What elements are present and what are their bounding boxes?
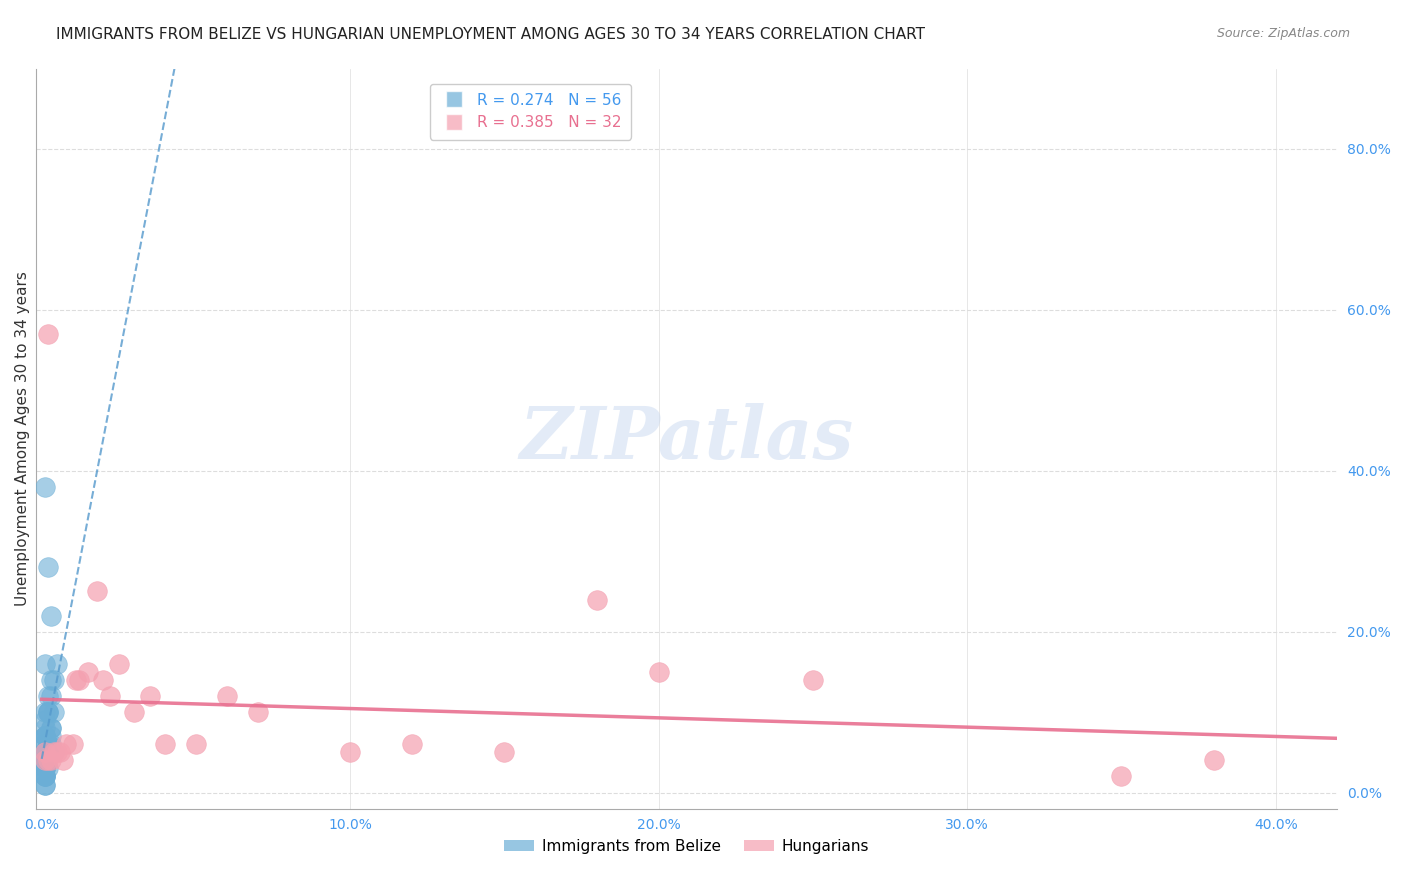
- Point: [46, 745, 69, 759]
- Point: [34, 778, 56, 792]
- Point: [34, 745, 56, 759]
- Point: [39, 729, 62, 743]
- Point: [86, 584, 108, 599]
- Point: [34, 657, 56, 671]
- Point: [34, 753, 56, 767]
- Point: [34, 729, 56, 743]
- Point: [34, 737, 56, 751]
- Point: [34, 753, 56, 767]
- Point: [138, 689, 160, 703]
- Point: [34, 729, 56, 743]
- Point: [34, 745, 56, 759]
- Y-axis label: Unemployment Among Ages 30 to 34 years: Unemployment Among Ages 30 to 34 years: [15, 271, 30, 606]
- Point: [93, 673, 115, 687]
- Point: [34, 737, 56, 751]
- Point: [34, 778, 56, 792]
- Point: [37, 326, 59, 341]
- Point: [77, 665, 100, 679]
- Point: [37, 761, 59, 775]
- Point: [586, 592, 609, 607]
- Point: [55, 737, 77, 751]
- Text: Source: ZipAtlas.com: Source: ZipAtlas.com: [1216, 27, 1350, 40]
- Point: [34, 753, 56, 767]
- Point: [124, 705, 146, 719]
- Legend: R = 0.274   N = 56, R = 0.385   N = 32: R = 0.274 N = 56, R = 0.385 N = 32: [430, 84, 631, 139]
- Point: [34, 721, 56, 735]
- Point: [37, 705, 59, 719]
- Point: [108, 657, 131, 671]
- Point: [648, 665, 671, 679]
- Point: [39, 721, 62, 735]
- Point: [34, 480, 56, 494]
- Point: [39, 689, 62, 703]
- Point: [34, 761, 56, 775]
- Point: [153, 737, 176, 751]
- Point: [39, 753, 62, 767]
- Point: [184, 737, 207, 751]
- Point: [42, 745, 65, 759]
- Point: [34, 705, 56, 719]
- Point: [37, 737, 59, 751]
- Point: [52, 753, 75, 767]
- Point: [34, 753, 56, 767]
- Point: [34, 713, 56, 727]
- Point: [37, 737, 59, 751]
- Point: [34, 770, 56, 784]
- Point: [801, 673, 824, 687]
- Point: [37, 737, 59, 751]
- Point: [39, 608, 62, 623]
- Point: [34, 745, 56, 759]
- Point: [98, 689, 121, 703]
- Point: [246, 705, 269, 719]
- Point: [49, 745, 72, 759]
- Text: IMMIGRANTS FROM BELIZE VS HUNGARIAN UNEMPLOYMENT AMONG AGES 30 TO 34 YEARS CORRE: IMMIGRANTS FROM BELIZE VS HUNGARIAN UNEM…: [56, 27, 925, 42]
- Point: [34, 729, 56, 743]
- Point: [37, 745, 59, 759]
- Point: [34, 753, 56, 767]
- Point: [62, 737, 84, 751]
- Point: [65, 673, 87, 687]
- Point: [34, 761, 56, 775]
- Point: [37, 745, 59, 759]
- Point: [37, 737, 59, 751]
- Point: [67, 673, 90, 687]
- Point: [401, 737, 423, 751]
- Point: [34, 770, 56, 784]
- Point: [42, 705, 65, 719]
- Point: [39, 737, 62, 751]
- Point: [1111, 770, 1133, 784]
- Point: [46, 657, 69, 671]
- Point: [37, 689, 59, 703]
- Point: [34, 729, 56, 743]
- Point: [42, 745, 65, 759]
- Point: [34, 745, 56, 759]
- Point: [37, 705, 59, 719]
- Point: [1202, 753, 1225, 767]
- Point: [39, 721, 62, 735]
- Point: [34, 770, 56, 784]
- Point: [39, 673, 62, 687]
- Point: [37, 745, 59, 759]
- Point: [34, 745, 56, 759]
- Text: ZIPatlas: ZIPatlas: [519, 403, 853, 475]
- Point: [494, 745, 516, 759]
- Point: [34, 761, 56, 775]
- Point: [37, 705, 59, 719]
- Point: [34, 761, 56, 775]
- Point: [34, 753, 56, 767]
- Point: [34, 770, 56, 784]
- Point: [37, 753, 59, 767]
- Point: [215, 689, 238, 703]
- Point: [37, 737, 59, 751]
- Point: [34, 745, 56, 759]
- Point: [42, 673, 65, 687]
- Point: [37, 560, 59, 574]
- Point: [339, 745, 361, 759]
